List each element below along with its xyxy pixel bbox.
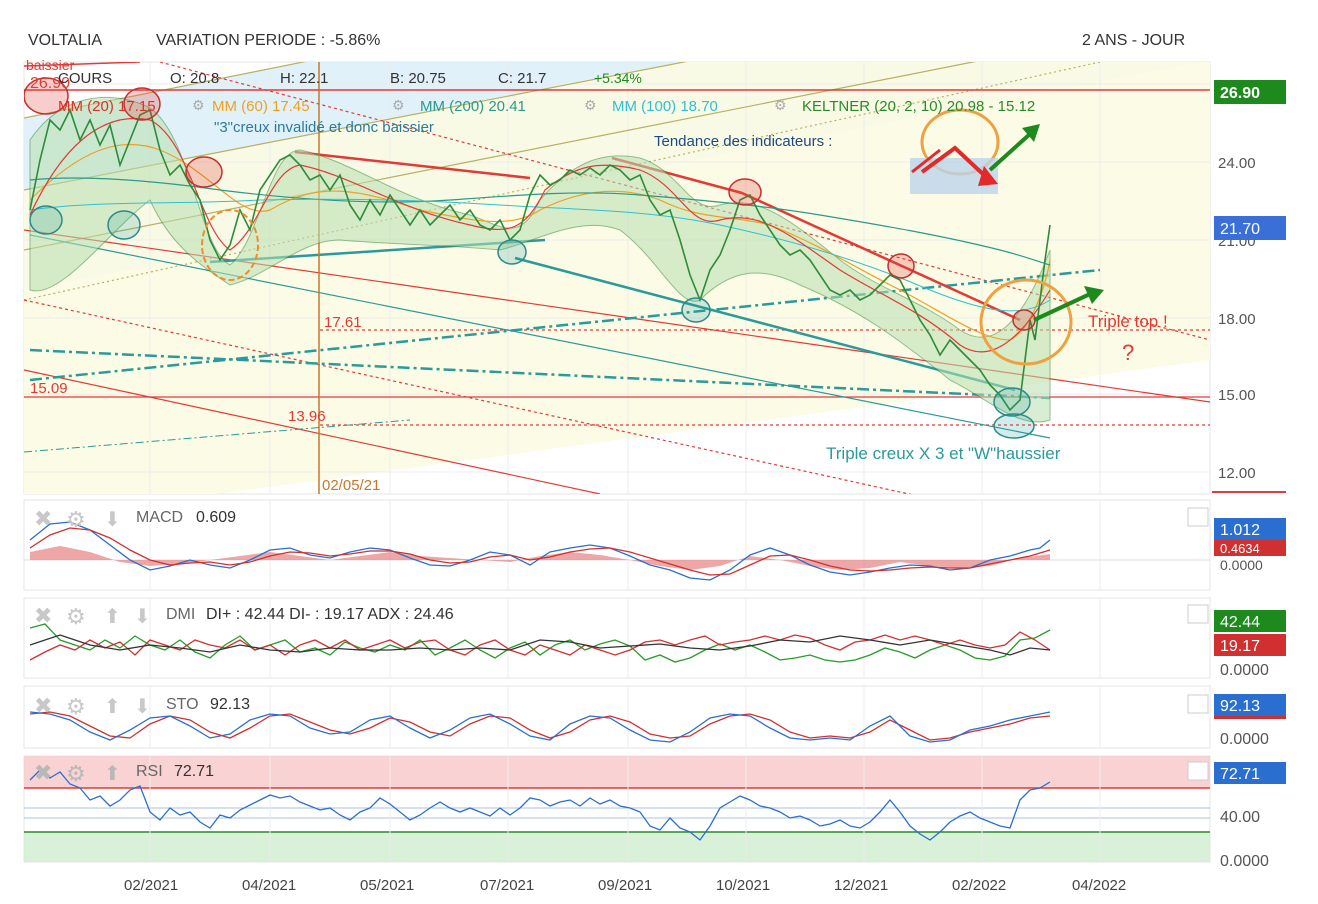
price-y-axis: 27.00 24.00 21.00 18.00 15.00 12.00 26.9…	[1212, 77, 1286, 493]
x-tick: 05/2021	[360, 877, 414, 894]
x-tick: 10/2021	[716, 877, 770, 894]
x-tick: 09/2021	[598, 877, 652, 894]
macd-badge-1: 1.012	[1220, 522, 1260, 539]
sto-checkbox[interactable]	[1187, 694, 1209, 714]
dmi-panel[interactable]: ✖ ⚙ ⬆ ⬇ DMI DI+ : 42.44 DI- : 19.17 ADX …	[23, 597, 1286, 679]
rsi-value: 72.71	[174, 763, 214, 780]
y-tick-18: 18.00	[1218, 311, 1256, 328]
move-up-icon[interactable]: ⬆	[104, 606, 121, 628]
dmi-label: DMI	[166, 606, 195, 623]
macd-checkbox[interactable]	[1187, 507, 1209, 527]
legend-keltner[interactable]: KELTNER (20, 2, 10) 20.98 - 15.12	[802, 98, 1035, 115]
gear-icon[interactable]: ⚙	[584, 97, 597, 113]
sto-badge-3: 0.0000	[1220, 731, 1269, 748]
price-badge	[1214, 216, 1286, 240]
resistance-badge	[1214, 80, 1286, 104]
dmi-badge-2: 19.17	[1220, 638, 1260, 655]
legend-ma20[interactable]: MM (20) 17.15	[58, 98, 156, 115]
sto-badge-1: 92.13	[1220, 698, 1260, 715]
x-tick: 04/2022	[1072, 877, 1126, 894]
price-line	[29, 107, 1051, 412]
macd-badge-3: 0.0000	[1220, 557, 1263, 573]
move-up-icon[interactable]: ⬆	[104, 763, 121, 785]
rsi-badge-3: 0.0000	[1220, 853, 1269, 870]
gear-icon[interactable]: ⚙	[392, 97, 405, 113]
legend-close: C: 21.7	[498, 70, 546, 87]
gear-icon[interactable]: ⚙	[66, 694, 86, 719]
move-down-icon[interactable]: ⬇	[104, 509, 121, 531]
rsi-tick-40: 40.00	[1220, 809, 1260, 826]
price-badge-text: 21.70	[1220, 221, 1260, 238]
x-axis: 02/2021 04/2021 05/2021 07/2021 09/2021 …	[124, 877, 1126, 894]
close-icon[interactable]: ✖	[34, 693, 52, 718]
dmi-checkbox[interactable]	[1187, 604, 1209, 624]
legend-ma100[interactable]: MM (100) 18.70	[612, 98, 718, 115]
gear-icon[interactable]: ⚙	[192, 97, 205, 113]
y-tick-12: 12.00	[1218, 465, 1256, 482]
close-icon[interactable]: ✖	[34, 760, 52, 785]
triple-top-note: Triple top !	[1088, 312, 1168, 331]
sto-panel[interactable]: ✖ ⚙ ⬆ ⬇ STO 92.13 92.13 0.0000	[23, 685, 1286, 749]
x-tick: 07/2021	[480, 877, 534, 894]
legend-high: H: 22.1	[280, 70, 328, 87]
gear-icon[interactable]: ⚙	[66, 507, 86, 532]
x-tick: 04/2021	[242, 877, 296, 894]
x-tick: 02/2021	[124, 877, 178, 894]
indicator-trend-note: Tendance des indicateurs :	[654, 133, 832, 150]
close-icon[interactable]: ✖	[34, 506, 52, 531]
sto-value: 92.13	[210, 696, 250, 713]
macd-badge-2: 0.4634	[1220, 541, 1260, 556]
high-level-label: 26.90	[30, 75, 70, 92]
vline-date-label: 02/05/21	[322, 477, 380, 494]
legend-ma200[interactable]: MM (200) 20.41	[420, 98, 526, 115]
rsi-panel[interactable]: ✖ ⚙ ⬆ RSI 72.71 72.71 40.00 0.0000	[23, 755, 1286, 870]
x-tick: 12/2021	[834, 877, 888, 894]
legend-open: O: 20.8	[170, 70, 219, 87]
variation-label: VARIATION PERIODE : -5.86%	[156, 32, 381, 49]
symbol-title: VOLTALIA	[28, 32, 103, 49]
level-1509-label: 15.09	[30, 380, 68, 397]
sto-label: STO	[166, 696, 199, 713]
gear-icon[interactable]: ⚙	[66, 761, 86, 786]
price-panel[interactable]: baissier 26.90 "3"creux invalidé et donc…	[23, 0, 1286, 560]
gear-icon[interactable]: ⚙	[774, 97, 787, 113]
legend-ma60[interactable]: MM (60) 17.45	[212, 98, 310, 115]
y-tick-24: 24.00	[1218, 155, 1256, 172]
invalid-hollow-note: "3"creux invalidé et donc baissier	[214, 119, 434, 136]
macd-label: MACD	[136, 509, 183, 526]
x-tick: 02/2022	[952, 877, 1006, 894]
dmi-badge-1: 42.44	[1220, 614, 1260, 631]
macd-panel[interactable]: ✖ ⚙ ⬇ MACD 0.609 1.012 0.4634 0.0000	[23, 499, 1286, 591]
move-up-icon[interactable]: ⬆	[104, 696, 121, 718]
gear-icon[interactable]: ⚙	[66, 604, 86, 629]
close-icon[interactable]: ✖	[34, 603, 52, 628]
rsi-badge-1: 72.71	[1220, 766, 1260, 783]
move-down-icon[interactable]: ⬇	[134, 696, 151, 718]
question-mark-note: ?	[1122, 340, 1134, 365]
level-1761-label: 17.61	[324, 314, 362, 331]
triple-hollow-note: Triple creux X 3 et "W"haussier	[826, 444, 1061, 463]
legend-low: B: 20.75	[390, 70, 446, 87]
legend-cours: COURS	[58, 70, 112, 87]
dmi-value: DI+ : 42.44 DI- : 19.17 ADX : 24.46	[206, 606, 454, 623]
level-1396-label: 13.96	[288, 408, 326, 425]
rsi-label: RSI	[136, 763, 163, 780]
macd-value: 0.609	[196, 509, 236, 526]
legend-change: +5.34%	[594, 70, 642, 86]
rsi-checkbox[interactable]	[1187, 761, 1209, 781]
resistance-badge-text: 26.90	[1220, 85, 1260, 102]
dmi-badge-3: 0.0000	[1220, 662, 1269, 679]
period-selector[interactable]: 2 ANS - JOUR	[1082, 32, 1186, 49]
baissier-note: baissier	[26, 57, 75, 73]
move-down-icon[interactable]: ⬇	[134, 606, 151, 628]
y-tick-15: 15.00	[1218, 387, 1256, 404]
